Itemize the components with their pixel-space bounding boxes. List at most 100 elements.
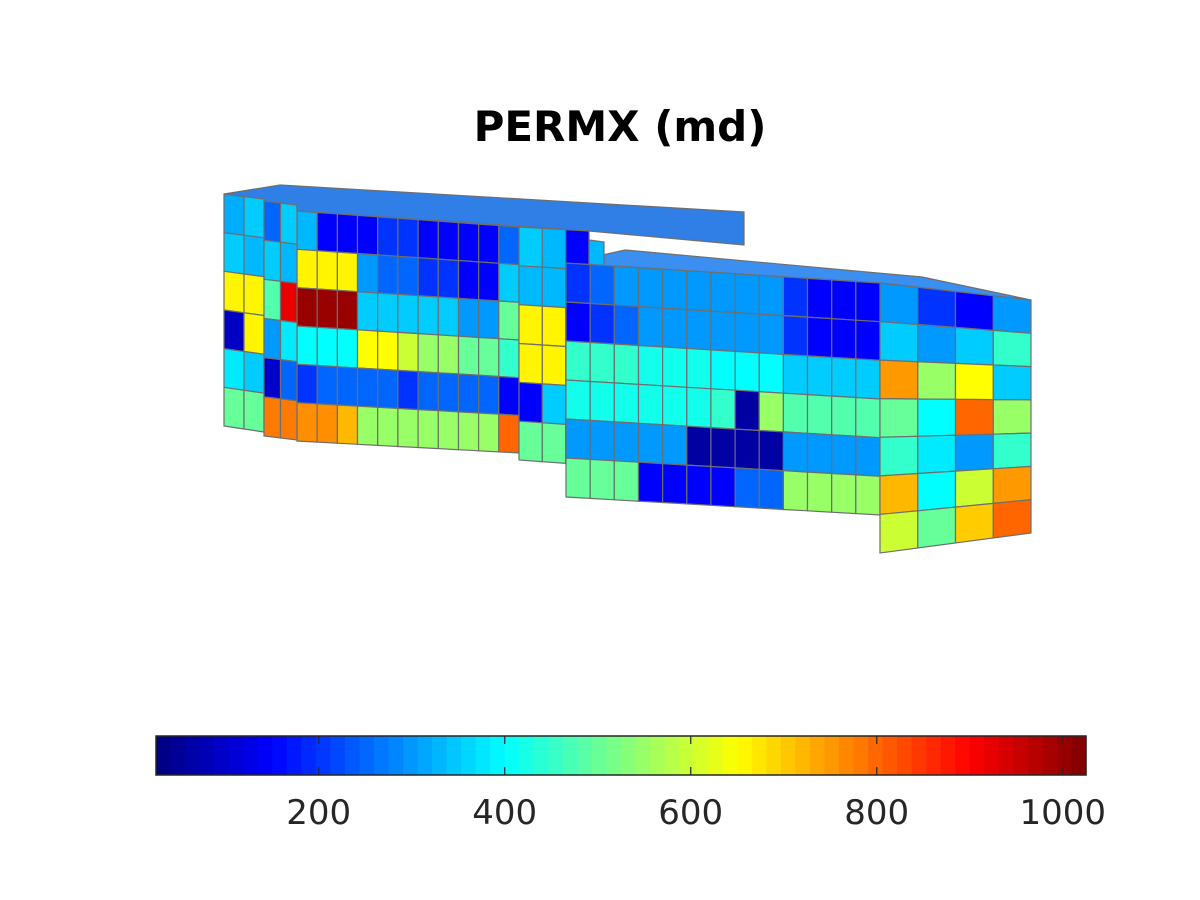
grid-cell	[806, 393, 833, 436]
grid-cell	[637, 305, 664, 348]
colorbar-segment	[388, 736, 404, 775]
grid-cell	[782, 392, 809, 435]
grid-cell	[397, 369, 419, 411]
colorbar-segment	[868, 736, 884, 775]
grid-cell	[518, 420, 543, 463]
colorbar-segment	[838, 736, 855, 775]
grid-cell	[992, 398, 1032, 435]
colorbar-tick-label: 200	[286, 793, 351, 833]
grid-cell	[710, 349, 736, 391]
grid-cell	[279, 202, 298, 245]
colorbar-segment	[185, 736, 201, 775]
grid-cell	[613, 421, 640, 463]
grid-cell	[879, 510, 919, 554]
grid-cell	[917, 398, 957, 437]
grid-cell	[589, 380, 615, 423]
grid-cell	[637, 461, 664, 504]
colorbar-segment	[156, 736, 172, 775]
grid-cell	[661, 346, 688, 388]
grid-cell	[518, 381, 543, 424]
grid-cell	[478, 374, 500, 415]
grid-cell	[917, 434, 957, 475]
colorbar-segment	[1042, 736, 1058, 775]
grid-cell	[279, 359, 298, 402]
grid-cell	[954, 326, 994, 366]
grid-cell	[589, 263, 615, 306]
grid-cell	[478, 336, 500, 378]
grid-cell	[831, 317, 857, 360]
grid-cell	[437, 372, 460, 413]
grid-cell	[954, 362, 994, 401]
grid-cell	[377, 254, 399, 295]
grid-cell	[356, 329, 379, 370]
colorbar-segment	[562, 736, 579, 775]
grid-cell	[758, 313, 785, 356]
grid-cell	[243, 234, 265, 278]
grid-cell	[686, 270, 712, 312]
grid-cell	[758, 391, 785, 433]
colorbar-segment	[897, 736, 913, 775]
colorbar-segment	[403, 736, 419, 775]
grid-cell	[806, 277, 833, 320]
colorbar-segment	[926, 736, 942, 775]
grid-cell	[397, 293, 419, 335]
grid-cell	[710, 388, 736, 430]
grid-cell	[296, 287, 318, 328]
grid-cell	[831, 472, 857, 515]
model-face	[296, 210, 520, 454]
grid-cell	[734, 273, 760, 315]
model-face	[263, 200, 298, 441]
model-face	[565, 262, 881, 516]
grid-cell	[223, 386, 245, 430]
colorbar-segment	[330, 736, 346, 775]
colorbar-segment	[272, 736, 288, 775]
grid-cell	[457, 411, 480, 452]
grid-cell	[565, 340, 591, 383]
colorbar-segment	[737, 736, 753, 775]
colorbar-segment	[824, 736, 840, 775]
grid-cell	[710, 271, 736, 314]
colorbar-segment	[911, 736, 927, 775]
grid-cell	[565, 418, 591, 461]
grid-cell	[734, 428, 760, 470]
grid-cell	[498, 338, 520, 379]
grid-cell	[917, 361, 957, 400]
colorbar-segment	[679, 736, 695, 775]
grid-cell	[498, 224, 520, 266]
colorbar-segment	[1027, 736, 1044, 775]
grid-cell	[498, 375, 520, 416]
colorbar-segment	[984, 736, 1000, 775]
grid-cell	[263, 396, 282, 439]
grid-cell	[541, 266, 567, 309]
colorbar-segment	[577, 736, 593, 775]
grid-cell	[336, 404, 359, 445]
grid-cell	[518, 304, 543, 346]
colorbar-gradient	[156, 736, 1087, 775]
grid-cell	[992, 295, 1032, 334]
grid-cell	[243, 273, 265, 317]
grid-cell	[589, 419, 615, 462]
grid-cell	[589, 458, 615, 501]
grid-cell	[734, 389, 760, 432]
colorbar-tick-label: 600	[658, 793, 723, 833]
colorbar-segment	[621, 736, 637, 775]
grid-cell	[417, 295, 439, 336]
grid-cell	[917, 323, 957, 365]
colorbar-segment	[940, 736, 956, 775]
grid-cell	[565, 262, 591, 305]
grid-cell	[992, 364, 1032, 401]
colorbar-segment	[504, 736, 520, 775]
colorbar-segment	[257, 736, 273, 775]
grid-cell	[478, 223, 500, 264]
grid-cell	[279, 398, 298, 441]
grid-cell	[296, 325, 318, 367]
grid-cell	[243, 350, 265, 394]
grid-cell	[782, 276, 809, 318]
grid-cell	[661, 424, 688, 466]
grid-cell	[397, 407, 419, 449]
grid-cell	[223, 309, 245, 353]
grid-cell	[992, 465, 1032, 505]
colorbar-segment	[286, 736, 302, 775]
grid-cell	[316, 288, 338, 330]
grid-cell	[279, 241, 298, 284]
